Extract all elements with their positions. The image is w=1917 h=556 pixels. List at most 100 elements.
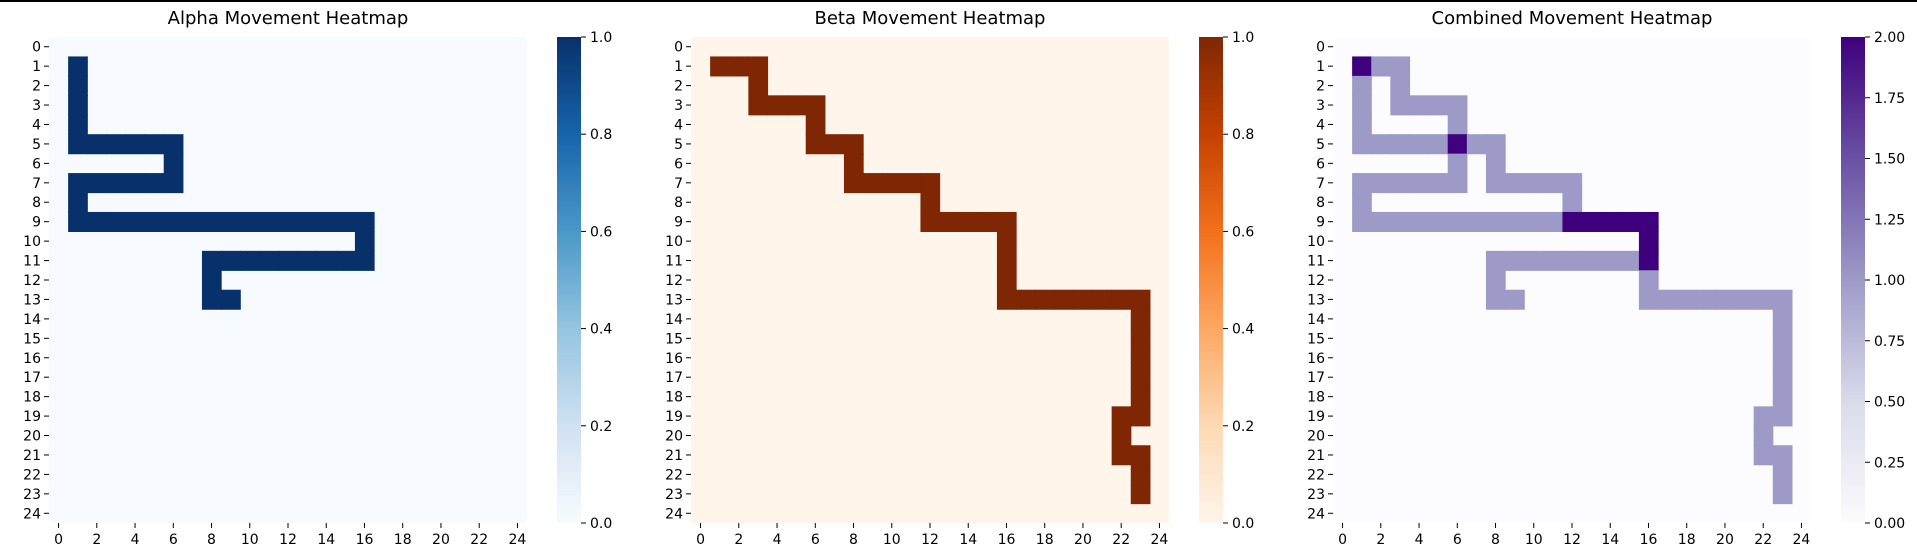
- alpha-y-tick-label: 6: [32, 156, 41, 172]
- combined-heatmap-cell: [1409, 211, 1430, 232]
- alpha-x-tick-label: 24: [509, 532, 527, 548]
- alpha-y-tick-label: 21: [23, 448, 41, 464]
- combined-heatmap-cell: [1600, 250, 1621, 271]
- combined-colorbar-tick-label: 2.00: [1874, 30, 1905, 46]
- beta-heatmap-cell: [901, 173, 922, 194]
- beta-y-tick-label: 17: [665, 370, 683, 386]
- beta-x-tick-label: 4: [773, 532, 782, 548]
- combined-heatmap-cell: [1352, 95, 1372, 116]
- combined-heatmap-cell: [1352, 211, 1372, 232]
- combined-heatmap-cell: [1390, 173, 1411, 194]
- alpha-y-tick-label: 16: [23, 351, 41, 367]
- beta-heatmap-title: Beta Movement Heatmap: [815, 8, 1046, 29]
- combined-heatmap-cell: [1485, 211, 1506, 232]
- beta-x-tick-label: 16: [998, 532, 1016, 548]
- combined-x-tick-label: 0: [1338, 532, 1347, 548]
- beta-y-tick-label: 24: [665, 506, 683, 522]
- alpha-y-tick-label: 10: [23, 234, 41, 250]
- combined-heatmap-cell: [1638, 270, 1659, 291]
- combined-heatmap-cell: [1371, 173, 1391, 194]
- beta-y-tick-label: 20: [665, 429, 683, 445]
- combined-heatmap-cell: [1409, 173, 1430, 194]
- alpha-y-tick-label: 15: [23, 331, 41, 347]
- beta-y-tick-label: 7: [674, 176, 683, 192]
- combined-y-tick-label: 15: [1307, 331, 1325, 347]
- alpha-heatmap-cell: [87, 211, 107, 232]
- combined-heatmap-cell: [1772, 386, 1793, 407]
- combined-heatmap-background: [1333, 37, 1811, 523]
- beta-heatmap-cell: [1111, 289, 1132, 310]
- combined-heatmap-cell: [1352, 75, 1372, 96]
- combined-colorbar-tick-label: 1.25: [1874, 212, 1905, 228]
- combined-heatmap-cell: [1485, 270, 1506, 291]
- combined-y-tick-label: 22: [1307, 467, 1325, 483]
- beta-y-tick-label: 8: [674, 195, 683, 211]
- beta-heatmap-cell: [996, 231, 1017, 252]
- beta-colorbar: [1199, 37, 1223, 523]
- combined-heatmap-cell: [1428, 134, 1449, 155]
- combined-heatmap-cell: [1772, 328, 1793, 349]
- beta-x-tick-label: 24: [1151, 532, 1169, 548]
- beta-y-tick-label: 4: [674, 117, 683, 133]
- combined-heatmap-cell: [1447, 153, 1468, 174]
- combined-x-tick-label: 12: [1563, 532, 1581, 548]
- combined-heatmap-cell: [1524, 250, 1544, 271]
- alpha-heatmap-cell: [297, 250, 318, 271]
- alpha-y-tick-label: 12: [23, 273, 41, 289]
- alpha-heatmap-cell: [259, 250, 280, 271]
- combined-heatmap-cell: [1390, 95, 1411, 116]
- combined-y-tick-label: 24: [1307, 506, 1325, 522]
- combined-heatmap-cell: [1543, 173, 1564, 194]
- combined-x-tick-label: 16: [1640, 532, 1658, 548]
- combined-heatmap-cell: [1543, 211, 1564, 232]
- combined-heatmap-cell: [1772, 289, 1793, 310]
- alpha-heatmap-cell: [163, 153, 184, 174]
- combined-colorbar-tick-label: 1.00: [1874, 273, 1905, 289]
- beta-y-tick-label: 21: [665, 448, 683, 464]
- beta-colorbar-tick-label: 0.8: [1232, 127, 1254, 143]
- combined-heatmap-cell: [1485, 173, 1506, 194]
- alpha-y-tick-label: 11: [23, 254, 41, 270]
- combined-heatmap-cell: [1753, 406, 1774, 427]
- combined-heatmap-cell: [1581, 250, 1602, 271]
- alpha-heatmap-cell: [335, 250, 356, 271]
- alpha-heatmap-cell: [87, 134, 107, 155]
- combined-y-tick-label: 10: [1307, 234, 1325, 250]
- beta-heatmap-cell: [748, 95, 769, 116]
- beta-heatmap-cell: [729, 56, 749, 77]
- combined-heatmap-cell: [1753, 289, 1774, 310]
- combined-heatmap-cell: [1772, 445, 1793, 466]
- beta-heatmap-cell: [920, 211, 941, 232]
- combined-heatmap-cell: [1485, 153, 1506, 174]
- combined-y-tick-label: 23: [1307, 487, 1325, 503]
- beta-colorbar-tick-label: 0.4: [1232, 322, 1254, 338]
- combined-heatmap-cell: [1447, 95, 1468, 116]
- beta-heatmap-cell: [824, 134, 845, 155]
- alpha-heatmap-cell: [354, 211, 375, 232]
- combined-colorbar-tick-label: 0.00: [1874, 516, 1905, 532]
- beta-heatmap-cell: [805, 95, 826, 116]
- beta-colorbar-tick-label: 0.2: [1232, 419, 1254, 435]
- combined-heatmap-cell: [1352, 114, 1372, 135]
- beta-x-tick-label: 14: [959, 532, 977, 548]
- beta-heatmap-cell: [1016, 289, 1036, 310]
- combined-heatmap-cell: [1466, 134, 1487, 155]
- beta-heatmap-cell: [748, 56, 769, 77]
- beta-x-tick-label: 18: [1036, 532, 1054, 548]
- alpha-heatmap-cell: [221, 289, 241, 310]
- combined-heatmap-cell: [1772, 367, 1793, 388]
- combined-y-tick-label: 1: [1316, 59, 1325, 75]
- combined-heatmap-cell: [1352, 173, 1372, 194]
- alpha-x-tick-label: 20: [432, 532, 450, 548]
- beta-heatmap-cell: [1130, 386, 1151, 407]
- alpha-heatmap-cell: [201, 250, 222, 271]
- alpha-heatmap-cell: [144, 134, 165, 155]
- beta-heatmap-cell: [1111, 406, 1132, 427]
- combined-heatmap-cell: [1352, 134, 1372, 155]
- beta-heatmap-cell: [843, 153, 864, 174]
- beta-heatmap-cell: [767, 95, 788, 116]
- combined-heatmap-cell: [1447, 114, 1468, 135]
- combined-y-tick-label: 6: [1316, 156, 1325, 172]
- beta-x-tick-label: 22: [1112, 532, 1130, 548]
